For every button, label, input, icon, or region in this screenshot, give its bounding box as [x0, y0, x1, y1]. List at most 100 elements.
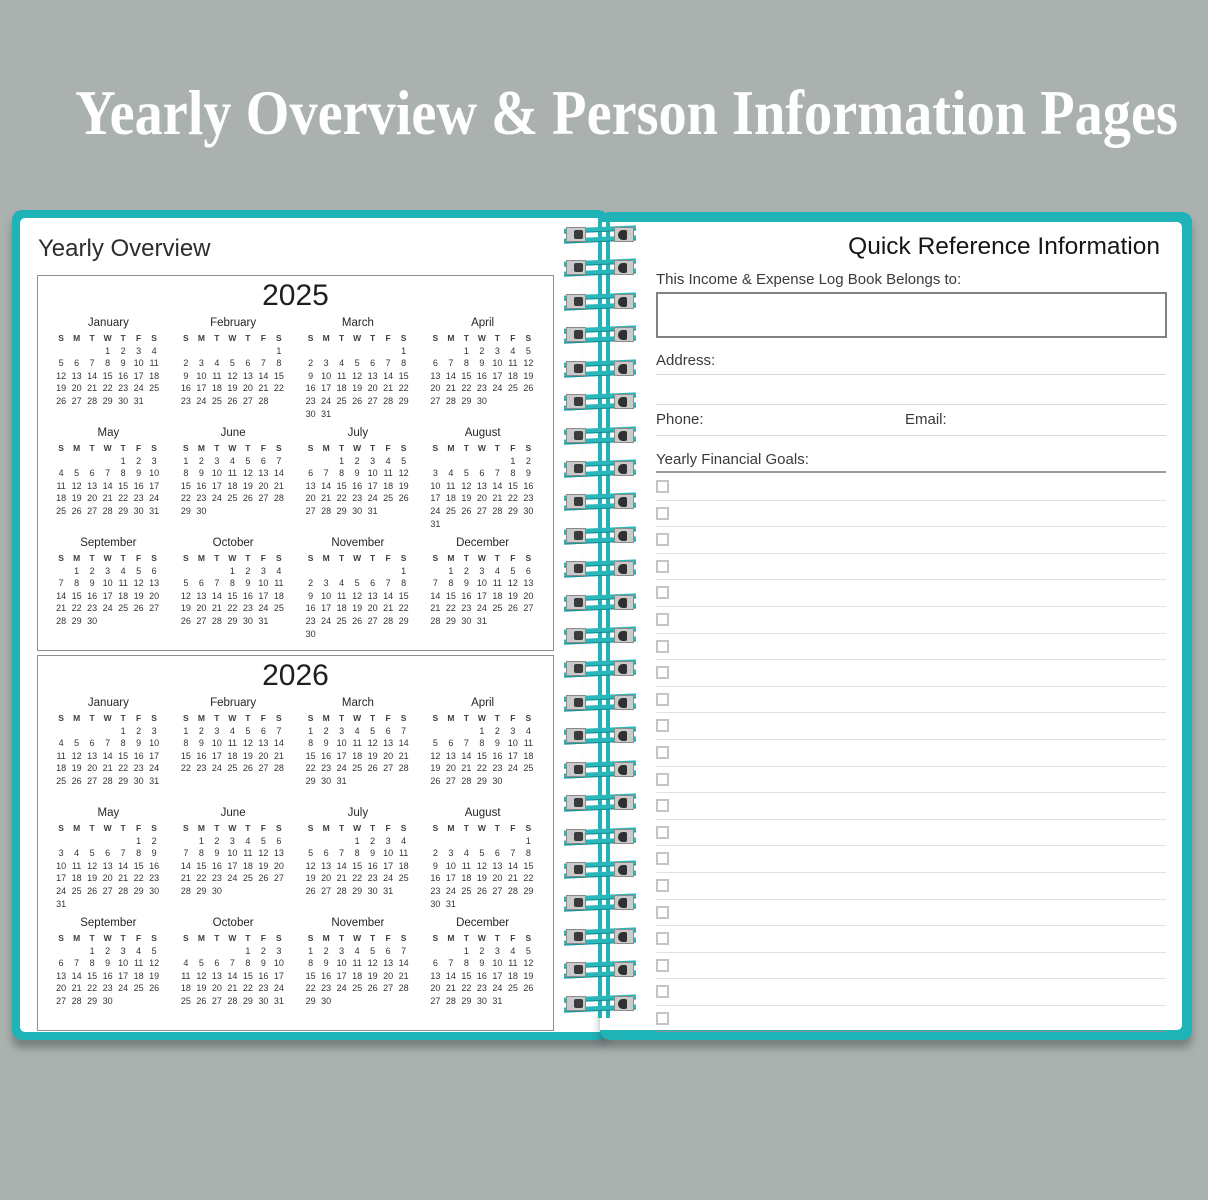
week-row: 15 16 17 18 19 20 21: [178, 480, 288, 493]
day-cell: 4: [58, 738, 64, 749]
day-cell: 21: [383, 383, 394, 394]
punch-hole-left: [566, 494, 586, 510]
day-cell: 8: [276, 358, 282, 369]
day-cell: 9: [136, 738, 142, 749]
day-cell: 27: [87, 505, 98, 516]
day-cell: 4: [136, 945, 142, 956]
day-cell: [194, 345, 210, 358]
day-cell: 6: [151, 565, 157, 576]
goal-checkbox: [656, 878, 669, 892]
day-cell: 7: [448, 358, 454, 369]
punch-hole-left: [566, 327, 586, 343]
day-cell: 20: [149, 590, 160, 601]
weekday-label: T: [214, 553, 220, 563]
day-cell: 2: [494, 725, 500, 736]
day-cell: 20: [258, 750, 269, 761]
weekday-label: F: [136, 713, 142, 723]
day-cell: 4: [525, 725, 531, 736]
phone-email-line: [656, 435, 1166, 436]
day-cell: 31: [149, 505, 160, 516]
day-cell: 14: [273, 468, 284, 479]
weekday-label: T: [120, 553, 126, 563]
week-row: 23 24 25 26 27 28: [178, 395, 288, 408]
weekday-label: W: [353, 333, 362, 343]
day-cell: 29: [523, 885, 534, 896]
day-cell: 29: [476, 775, 487, 786]
right-page: Quick Reference Information This Income …: [600, 212, 1192, 1040]
day-cell: [100, 455, 116, 468]
day-cell: 5: [136, 565, 142, 576]
day-cell: 7: [385, 578, 391, 589]
weekday-label: M: [322, 823, 330, 833]
day-cell: 8: [183, 468, 189, 479]
month-february: February S M T W T F S 1 2 3 4 5 6 7 8 9 10 11 12 13 14 15 16 17…: [178, 697, 288, 807]
day-cell: 3: [479, 565, 485, 576]
day-cell: 29: [305, 775, 316, 786]
day-cell: 12: [56, 370, 67, 381]
day-cell: 2: [214, 835, 220, 846]
week-row: 18 19 20 21 22 23 24: [53, 492, 163, 505]
day-cell: 8: [339, 468, 345, 479]
week-row: 9 10 11 12 13 14 15: [178, 370, 288, 383]
weekday-label: W: [477, 823, 486, 833]
day-cell: 27: [273, 873, 284, 884]
weekday-label: T: [339, 823, 345, 833]
day-cell: 6: [525, 565, 531, 576]
punch-hole-left: [566, 828, 586, 844]
day-cell: 7: [58, 578, 64, 589]
day-cell: 19: [430, 763, 441, 774]
goal-checkbox: [656, 745, 669, 759]
day-cell: 23: [523, 493, 534, 504]
right-page-heading: Quick Reference Information: [848, 233, 1160, 260]
day-cell: 7: [401, 945, 407, 956]
week-row: 29 30: [178, 505, 288, 518]
goal-row: [656, 953, 1166, 980]
day-cell: 2: [183, 358, 189, 369]
day-cell: 16: [430, 873, 441, 884]
day-cell: [84, 835, 100, 848]
left-page: Yearly Overview 2025 January S M T W T F S 1 2 3 4 5…: [12, 210, 608, 1040]
day-cell: 8: [105, 358, 111, 369]
day-cell: 2: [120, 345, 126, 356]
day-cell: 26: [523, 383, 534, 394]
day-cell: 29: [196, 885, 207, 896]
day-cell: 24: [492, 983, 503, 994]
weekday-label: W: [477, 333, 486, 343]
week-row: 9 10 11 12 13 14 15: [428, 860, 538, 873]
day-cell: 25: [507, 383, 518, 394]
week-row: 29 30 31: [303, 775, 413, 788]
month-july: July S M T W T F S 1 2 3 4 5 6 7 8 9 10 11 12 13 14 15 16 17 18 19…: [303, 427, 413, 537]
day-cell: 25: [507, 983, 518, 994]
day-cell: 14: [227, 970, 238, 981]
day-cell: 27: [383, 983, 394, 994]
day-cell: 4: [385, 455, 391, 466]
day-cell: 26: [149, 983, 160, 994]
day-cell: 21: [383, 603, 394, 614]
day-cell: 12: [71, 480, 82, 491]
weekday-label: S: [432, 823, 439, 833]
day-cell: 2: [370, 835, 376, 846]
punch-hole-left: [566, 360, 586, 376]
day-cell: 12: [461, 480, 472, 491]
day-cell: 21: [211, 603, 222, 614]
goal-checkbox: [656, 480, 669, 493]
punch-hole-right: [614, 828, 634, 844]
day-cell: 23: [196, 493, 207, 504]
day-cell: 7: [260, 358, 266, 369]
day-cell: [303, 565, 319, 578]
day-cell: 26: [242, 493, 253, 504]
day-cell: 2: [198, 455, 204, 466]
day-cell: 13: [258, 468, 269, 479]
punch-hole-left: [566, 561, 586, 577]
day-cell: 28: [492, 505, 503, 516]
day-cell: 6: [198, 578, 204, 589]
weekday-label: T: [214, 933, 220, 943]
day-cell: 14: [56, 590, 67, 601]
week-row: 11 12 13 14 15 16 17: [53, 480, 163, 493]
punch-hole-right: [614, 862, 634, 878]
day-cell: 28: [445, 395, 456, 406]
week-row: 8 9 10 11 12 13 14: [303, 737, 413, 750]
day-cell: 16: [352, 480, 363, 491]
